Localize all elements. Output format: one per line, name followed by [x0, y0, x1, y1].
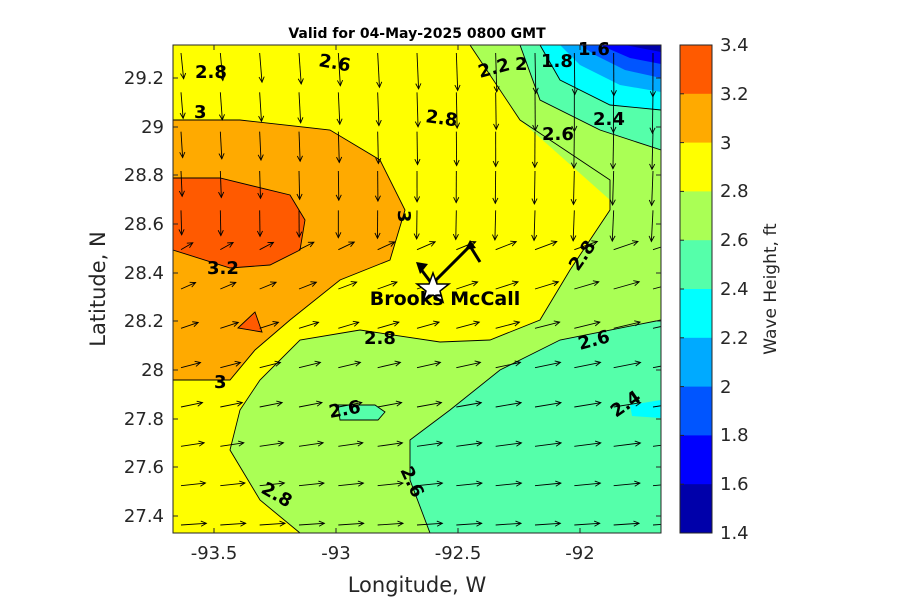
colorbar-band	[680, 289, 712, 338]
x-tick-label: -92.5	[435, 543, 482, 564]
y-tick-label: 28.8	[124, 165, 164, 186]
colorbar-tick-label: 1.6	[720, 474, 749, 495]
colorbar-band	[680, 94, 712, 143]
colorbar	[680, 45, 712, 534]
colorbar-band	[680, 387, 712, 436]
contour-label: 2.6	[542, 124, 574, 145]
contour-label: 2.8	[195, 62, 227, 83]
colorbar-tick-label: 2.8	[720, 181, 749, 202]
colorbar-tick-label: 1.8	[720, 425, 749, 446]
wind-arrow-head	[674, 481, 680, 486]
wind-arrow-head	[673, 521, 679, 526]
wind-arrow	[496, 92, 497, 129]
y-tick-label: 27.8	[124, 409, 164, 430]
y-tick-label: 27.6	[124, 457, 164, 478]
colorbar-band	[680, 191, 712, 240]
wind-arrow-head	[674, 441, 680, 446]
contour-label: 3	[214, 372, 227, 393]
y-tick-labels: 29.2 29 28.8 28.6 28.4 28.2 28 27.8 27.6…	[124, 68, 164, 527]
colorbar-tick-label: 2.2	[720, 328, 749, 349]
y-tick-label: 28.2	[124, 311, 164, 332]
wind-arrow-head	[674, 281, 680, 286]
map-title: Valid for 04-May-2025 0800 GMT	[288, 26, 546, 42]
contour-label: 3	[194, 102, 207, 123]
colorbar-tick-label: 2.4	[720, 279, 749, 300]
wind-arrow	[574, 53, 575, 94]
y-tick-label: 29	[141, 117, 164, 138]
wind-arrow	[652, 92, 653, 133]
contour-label: 2.8	[364, 328, 396, 349]
wind-arrow-head	[674, 321, 680, 326]
colorbar-band	[680, 240, 712, 289]
y-tick-label: 28.4	[124, 263, 164, 284]
colorbar-band	[680, 338, 712, 387]
colorbar-tick-labels: 3.4 3.2 3 2.8 2.6 2.4 2.2 2 1.8 1.6 1.4	[720, 35, 749, 544]
x-tick-label: -93.5	[191, 543, 238, 564]
wind-arrow	[220, 210, 221, 235]
y-tick-label: 27.4	[124, 506, 164, 527]
colorbar-tick-label: 2.6	[720, 230, 749, 251]
colorbar-tick-label: 2	[720, 377, 731, 398]
y-tick-label: 29.2	[124, 68, 164, 89]
wind-arrow	[534, 171, 535, 204]
colorbar-band	[680, 45, 712, 94]
x-tick-label: -93	[321, 543, 350, 564]
colorbar-tick-label: 1.4	[720, 523, 749, 544]
colorbar-tick-label: 3.2	[720, 84, 749, 105]
y-tick-label: 28.6	[124, 214, 164, 235]
contour-label: 3	[393, 210, 414, 223]
wind-arrow-head	[673, 241, 679, 246]
colorbar-band	[680, 435, 712, 484]
contour-label: 1.6	[578, 39, 610, 60]
colorbar-tick-label: 3	[720, 133, 731, 154]
x-axis-label: Longitude, W	[348, 573, 487, 597]
station-label: Brooks McCall	[370, 288, 520, 310]
wind-arrow	[456, 210, 457, 239]
colorbar-band	[680, 143, 712, 192]
colorbar-tick-label: 3.4	[720, 35, 749, 56]
y-tick-label: 28	[141, 360, 164, 381]
colorbar-label: Wave Height, ft	[761, 223, 781, 355]
contour-label: 2	[515, 54, 528, 75]
x-tick-label: -92	[565, 543, 594, 564]
contour-label: 2.4	[593, 109, 625, 130]
wind-arrow	[417, 132, 418, 165]
y-axis-label: Latitude, N	[86, 231, 110, 347]
x-tick-labels: -93.5 -93 -92.5 -92	[191, 543, 595, 564]
contour-label: 1.8	[541, 51, 573, 72]
contour-label: 3.2	[207, 258, 239, 279]
colorbar-band	[680, 484, 712, 533]
contour-label: 2.8	[424, 106, 459, 131]
